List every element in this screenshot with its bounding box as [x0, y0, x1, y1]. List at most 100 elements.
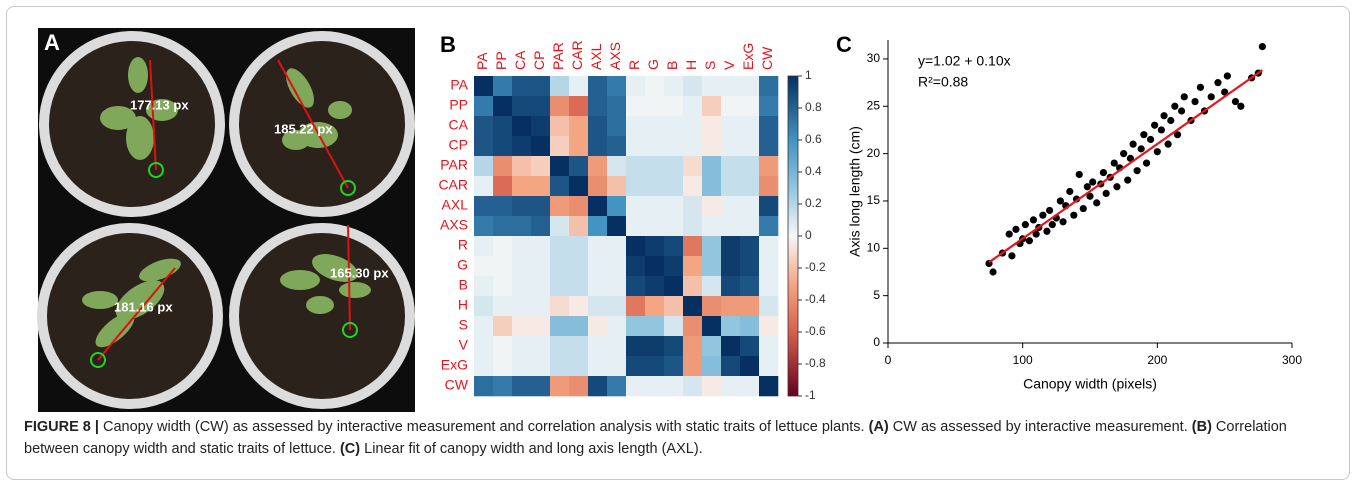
- column-label: PA: [474, 52, 490, 70]
- heatmap-cell: [550, 76, 570, 97]
- heatmap-cell: [588, 276, 608, 297]
- heatmap-cell: [702, 356, 722, 377]
- heatmap-cell: [474, 176, 494, 197]
- heatmap-cell: [607, 356, 627, 377]
- data-point: [1079, 204, 1087, 213]
- colorbar: [787, 75, 799, 397]
- colorbar-tick-label: 0: [805, 228, 812, 242]
- heatmap-cell: [645, 236, 665, 257]
- heatmap-cell: [531, 196, 551, 217]
- heatmap-cell: [740, 296, 760, 317]
- heatmap-cell: [550, 136, 570, 157]
- data-point: [1160, 112, 1168, 120]
- heatmap-cell: [702, 316, 722, 337]
- heatmap-cell: [740, 136, 760, 157]
- heatmap-cell: [588, 96, 608, 117]
- column-label: AXS: [607, 42, 623, 70]
- heatmap-cell: [588, 156, 608, 177]
- heatmap-cell: [588, 316, 608, 337]
- heatmap-cell: [512, 196, 532, 217]
- heatmap-cell: [759, 116, 779, 137]
- colorbar-tick-label: -0.8: [805, 356, 826, 370]
- heatmap-cell: [550, 176, 570, 197]
- row-label: R: [458, 237, 468, 253]
- row-label: H: [458, 297, 468, 313]
- heatmap-cell: [474, 76, 494, 97]
- heatmap-cell: [607, 316, 627, 337]
- heatmap-cell: [588, 76, 608, 97]
- r-squared: R²=0.88: [918, 74, 968, 90]
- heatmap-cell: [569, 336, 589, 357]
- heatmap-cell: [512, 296, 532, 317]
- data-point: [1066, 187, 1074, 196]
- figure-caption: FIGURE 8 | Canopy width (CW) as assessed…: [24, 416, 1324, 460]
- heatmap-cell: [740, 256, 760, 277]
- heatmap-cell: [550, 316, 570, 337]
- heatmap-cell: [493, 316, 513, 337]
- column-label: PP: [493, 51, 509, 70]
- colorbar-tick-label: 0.6: [805, 132, 822, 146]
- heatmap-cell: [759, 156, 779, 177]
- heatmap-cell: [550, 276, 570, 297]
- heatmap-cell: [626, 236, 646, 257]
- heatmap-cell: [607, 176, 627, 197]
- heatmap-cell: [645, 356, 665, 377]
- heatmap-cell: [664, 76, 684, 97]
- data-point: [989, 268, 997, 276]
- heatmap-cell: [645, 116, 665, 137]
- heatmap-cell: [645, 196, 665, 217]
- data-point: [1086, 192, 1094, 200]
- data-point: [1142, 159, 1151, 167]
- heatmap-cell: [607, 376, 627, 397]
- heatmap-cell: [474, 376, 494, 397]
- row-label: AXL: [442, 197, 469, 213]
- heatmap-cell: [740, 76, 760, 97]
- data-point: [1164, 140, 1172, 148]
- heatmap-cell: [645, 136, 665, 157]
- heatmap-cell: [664, 376, 684, 397]
- heatmap-cell: [588, 296, 608, 317]
- measure-label: 181.16 px: [114, 299, 173, 314]
- heatmap-cell: [740, 276, 760, 297]
- y-tick-label: 25: [867, 98, 881, 112]
- heatmap-cell: [626, 296, 646, 317]
- x-tick-label: 0: [885, 353, 892, 367]
- heatmap-cell: [588, 196, 608, 217]
- data-point: [1093, 199, 1101, 207]
- heatmap-cell: [474, 316, 494, 337]
- heatmap-cell: [512, 96, 532, 117]
- heatmap-cell: [531, 256, 551, 277]
- data-point: [1039, 211, 1047, 219]
- heatmap-cell: [569, 316, 589, 337]
- heatmap-cell: [664, 296, 684, 317]
- heatmap-cell: [588, 216, 608, 237]
- heatmap-cell: [531, 76, 551, 97]
- heatmap-cell: [645, 96, 665, 117]
- data-point: [1191, 97, 1199, 106]
- fit-line: [988, 69, 1264, 264]
- heatmap-cell: [493, 156, 513, 177]
- row-label: S: [459, 317, 468, 333]
- data-point: [1196, 83, 1205, 91]
- heatmap-cell: [702, 296, 722, 317]
- heatmap-cell: [740, 236, 760, 257]
- data-point: [1046, 206, 1054, 215]
- data-point: [1223, 72, 1231, 80]
- colorbar-tick-label: -1: [805, 388, 816, 402]
- heatmap-cell: [588, 256, 608, 277]
- heatmap-cell: [512, 136, 532, 157]
- heatmap-cell: [531, 236, 551, 257]
- data-point: [1137, 145, 1145, 153]
- heatmap-cell: [721, 256, 741, 277]
- row-label: PA: [450, 77, 468, 93]
- heatmap-cell: [626, 376, 646, 397]
- caption-run: (B): [1191, 419, 1212, 435]
- heatmap-cell: [645, 276, 665, 297]
- heatmap-cell: [588, 176, 608, 197]
- heatmap-cell: [474, 96, 494, 117]
- heatmap-cell: [531, 176, 551, 197]
- measure-label: 185.22 px: [274, 121, 333, 136]
- heatmap-cell: [569, 256, 589, 277]
- data-point: [1157, 126, 1165, 134]
